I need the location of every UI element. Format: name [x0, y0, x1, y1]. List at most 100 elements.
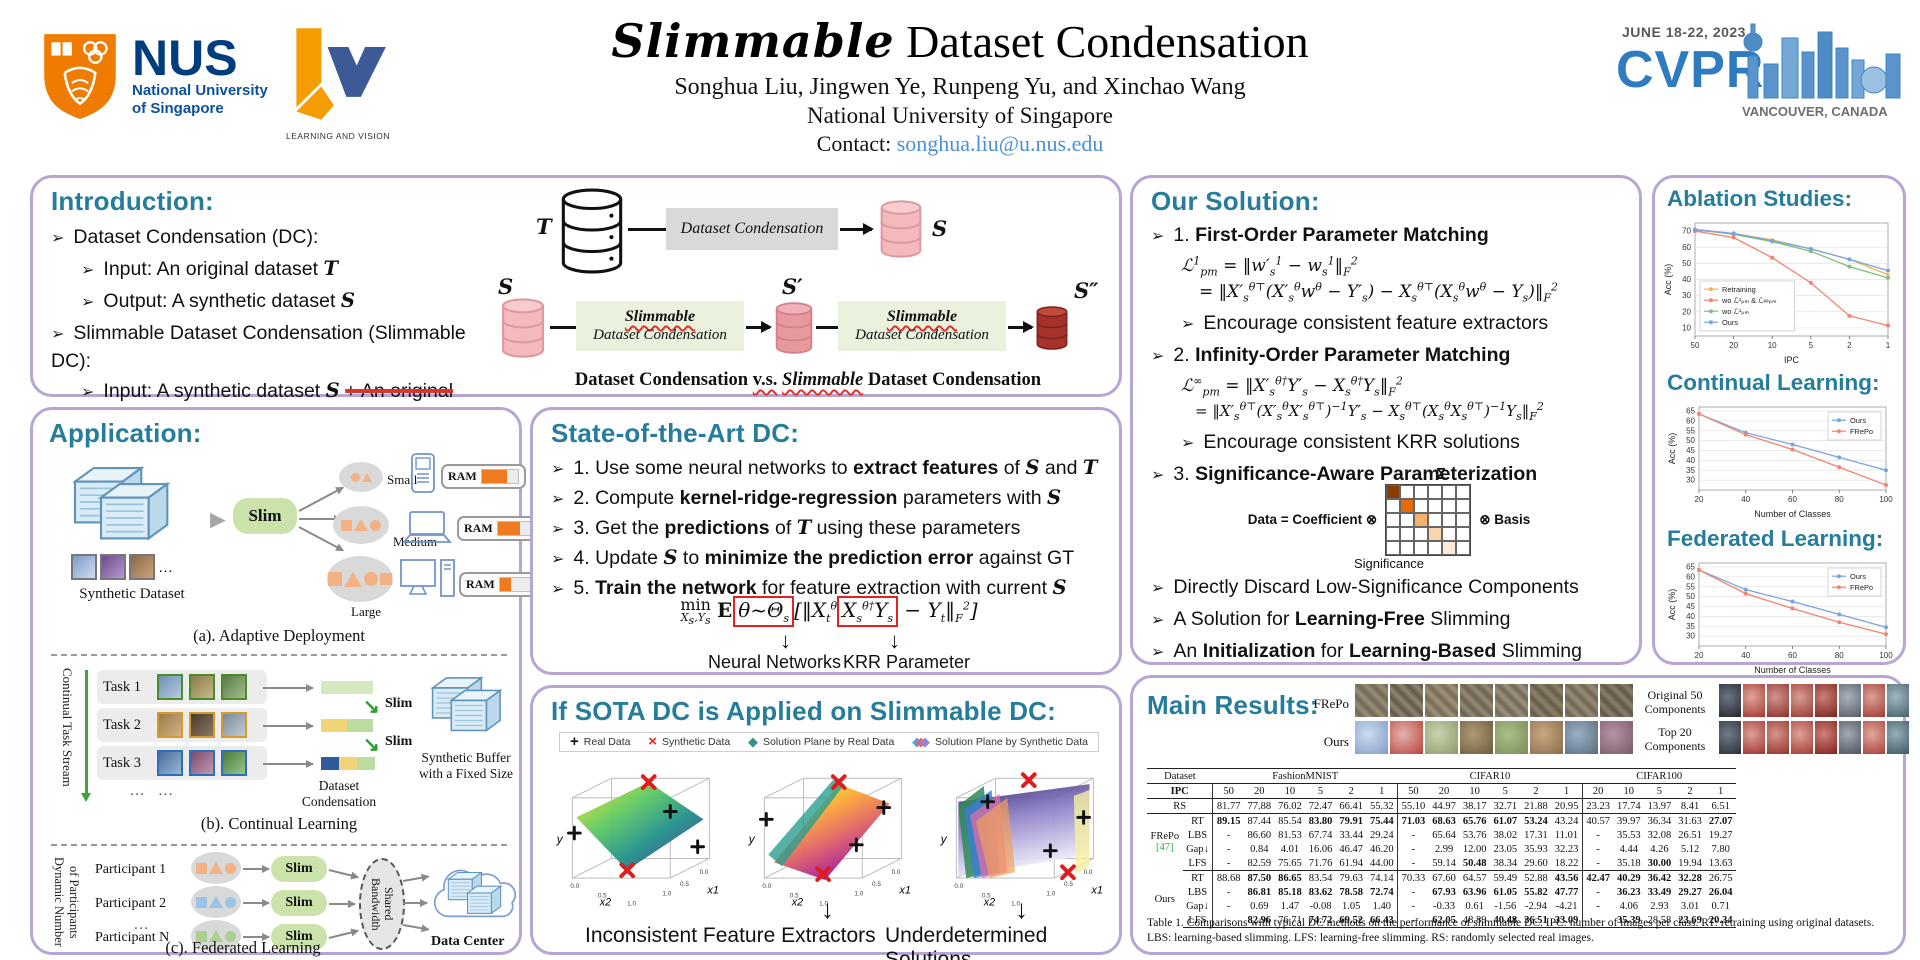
dataset-thumbnail: [1460, 684, 1493, 717]
ours-strip: [1355, 721, 1633, 754]
bullet: 3. Get the predictions of T using these …: [551, 514, 1111, 544]
svg-text:0.5: 0.5: [982, 893, 991, 900]
dataset-thumbnail: [1887, 684, 1909, 717]
significance-diagram: Σ Data = Coefficient ⊗ ⊗ Basis Significa…: [1133, 466, 1645, 571]
task-row: Task 3: [97, 746, 267, 780]
svg-text:10: 10: [1768, 341, 1777, 350]
nus-sub2: of Singapore: [132, 100, 224, 117]
participant-label: Participant 1: [95, 862, 167, 877]
svg-text:1.0: 1.0: [819, 900, 828, 907]
down-arrow-icon: ↓: [821, 894, 834, 924]
svg-text:Ours: Ours: [1722, 318, 1738, 327]
equation: ℒ∞pm = ‖X′sθ†Y′s − Xsθ†Ys‖F2: [1181, 374, 1403, 399]
synthetic-dataset-crates-icon: [73, 466, 169, 540]
legend-item: × Synthetic Data: [648, 733, 731, 750]
svg-text:1.0: 1.0: [1011, 900, 1020, 907]
cvpr-location: VANCOUVER, CANADA: [1742, 104, 1888, 119]
big-arrow-icon: ►: [205, 504, 231, 534]
svg-text:30: 30: [1686, 476, 1695, 485]
frepo-strip-label: FRePo: [1313, 696, 1349, 711]
svg-text:1.0: 1.0: [627, 900, 636, 907]
surface-plot-1: y x2 x1 0.0 0.5 1.0 0.5 1.0 0.0: [556, 774, 719, 908]
dataset-thumbnail: [1767, 721, 1789, 754]
nus-shield-icon: [44, 34, 116, 119]
results-table: Dataset FashionMNIST CIFAR10 CIFAR100 IPC 50 2…: [1147, 768, 1736, 928]
dataset-thumbnail: [1565, 684, 1598, 717]
sig-cell: [1442, 541, 1457, 555]
svg-text:Acc (%): Acc (%): [1667, 589, 1677, 621]
database-synthetic-icon: [501, 298, 545, 358]
neural-networks-label: Neural Networks: [708, 652, 842, 672]
sig-cell: [1400, 513, 1415, 527]
svg-text:Acc (%): Acc (%): [1663, 264, 1673, 296]
bullet: Encourage consistent KRR solutions: [1181, 429, 1633, 457]
task-row: Task 2: [97, 708, 267, 742]
participant-data-icon: [191, 920, 241, 952]
dataset-thumbnail: [1863, 684, 1885, 717]
ellipsis: … …: [129, 782, 178, 799]
lv-caption: LEARNING AND VISION: [286, 131, 390, 141]
dataset-thumbnail: [1839, 721, 1861, 754]
svg-text:20: 20: [1695, 651, 1704, 660]
svg-text:0.0: 0.0: [700, 869, 709, 876]
dataset-thumbnail: [1791, 721, 1813, 754]
orig50-strip: [1719, 684, 1909, 717]
contact-email-link[interactable]: songhua.liu@u.nus.edu: [896, 131, 1104, 156]
svg-text:x1: x1: [706, 885, 718, 897]
dataset-thumbnail: [1495, 684, 1528, 717]
plot-legend: + Real Data × Synthetic Data ◆ Solution Pla…: [559, 732, 1099, 752]
slimmable-dc-box: Slimmable Dataset Condensation: [576, 301, 744, 351]
dataset-thumbnail: [1530, 684, 1563, 717]
dataset-thumbnail: [1863, 721, 1885, 754]
synthetic-buffer-crates-icon: [431, 677, 501, 732]
bullet: 2. Infinity-Order Parameter Matching: [1151, 342, 1633, 370]
medium-subset-icon: [333, 506, 389, 544]
participant-label: Participant N: [95, 930, 170, 945]
slim-label: Slim: [385, 696, 413, 711]
dataset-thumbnail: [1719, 684, 1741, 717]
dataset-thumbnail: [1390, 721, 1423, 754]
svg-text:50: 50: [1682, 259, 1691, 268]
introduction-heading: Introduction:: [51, 186, 214, 216]
slim-pill: Slim: [271, 924, 327, 950]
buffer-bar: [321, 719, 347, 732]
sig-cell: [1386, 499, 1401, 513]
sota-heading: State-of-the-Art DC:: [551, 418, 800, 448]
svg-text:Retraining: Retraining: [1722, 285, 1756, 294]
data-center-cloud-icon: [433, 869, 517, 918]
legend-item: ◆ Solution Plane by Real Data: [747, 734, 895, 749]
subfigure-c-caption: (c). Federated Learning: [165, 938, 321, 957]
sig-cell: [1456, 541, 1471, 555]
svg-text:20: 20: [1695, 495, 1704, 504]
svg-text:y: y: [748, 833, 756, 846]
svg-text:1.0: 1.0: [854, 891, 863, 898]
subfigure-b-caption: (b). Continual Learning: [200, 814, 358, 833]
svg-text:1.0: 1.0: [1046, 891, 1055, 898]
bullet: Output: A synthetic dataset S: [81, 288, 496, 316]
sig-cell: [1414, 541, 1429, 555]
bullet: 3. Significance-Aware Parameterization: [1151, 461, 1633, 489]
application-heading: Application:: [49, 418, 202, 448]
svg-text:40: 40: [1682, 275, 1691, 284]
diamond-icon: ◆: [747, 734, 758, 749]
bullet: Dataset Condensation (DC):: [51, 224, 496, 252]
large-subset-icon: [327, 556, 393, 602]
bullet: 2. Compute kernel-ridge-regression param…: [551, 484, 1111, 514]
svg-text:y: y: [556, 833, 564, 846]
svg-text:100: 100: [1879, 495, 1893, 504]
dataset-thumbnail: [1425, 721, 1458, 754]
bullet: 1. Use some neural networks to extract f…: [551, 454, 1111, 484]
database-smallest-icon: [1036, 306, 1068, 350]
continual-stream-label: Continual Task Stream: [60, 668, 75, 787]
bullet: An Initialization for Learning-Based Sli…: [1151, 638, 1633, 666]
buffer-bar: [347, 719, 373, 732]
divider: [51, 844, 507, 846]
dataset-thumbnail: [1887, 721, 1909, 754]
svg-text:x2: x2: [983, 896, 995, 908]
significance-label: Significance: [1353, 556, 1425, 571]
sig-cell: [1428, 485, 1443, 499]
dataset-t-label: T: [536, 214, 552, 239]
svg-text:60: 60: [1682, 243, 1691, 252]
